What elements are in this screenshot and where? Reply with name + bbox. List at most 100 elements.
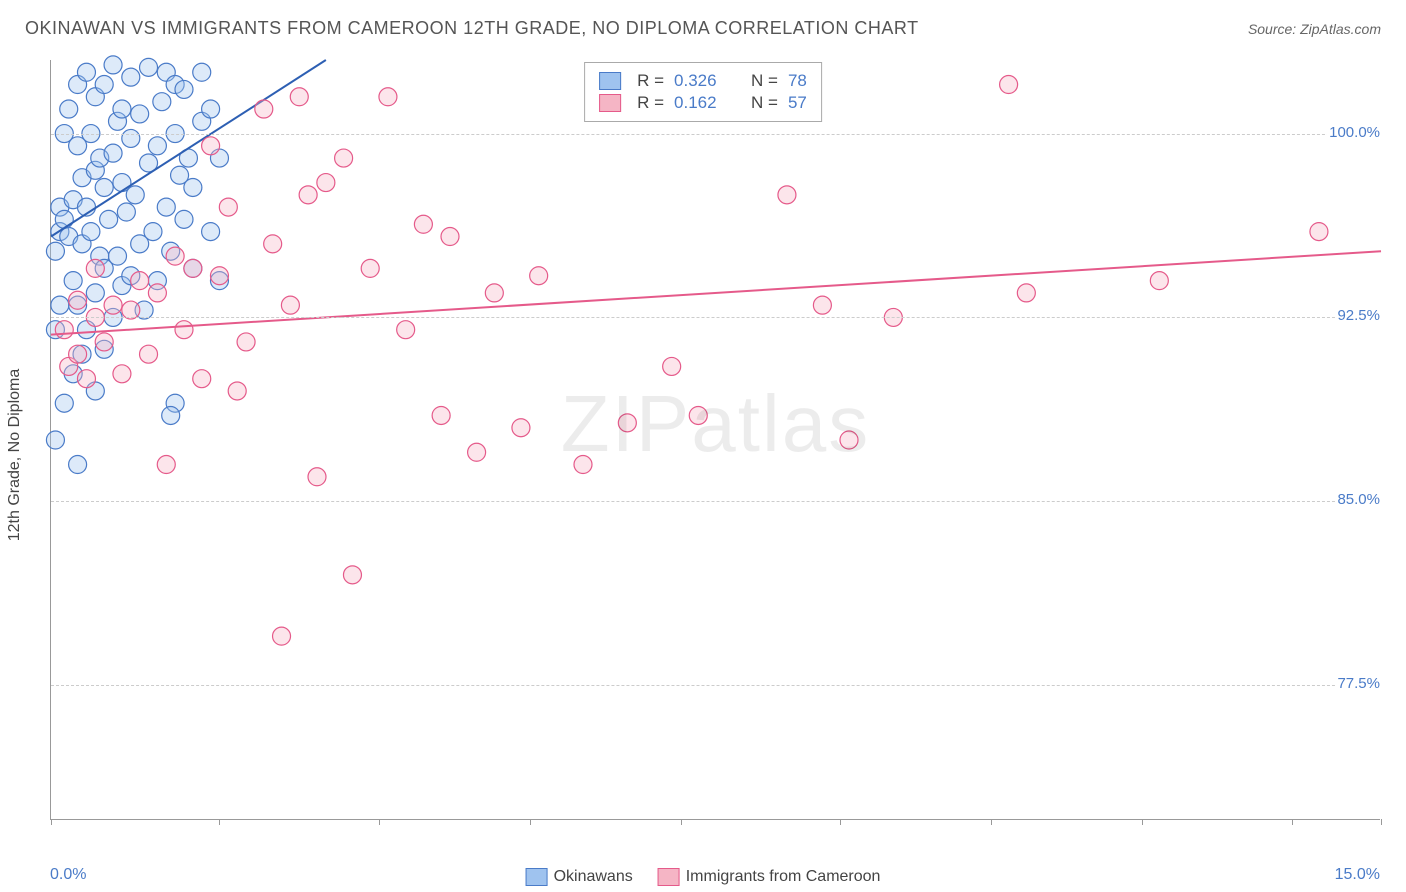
chart-plot-area: ZIPatlas 100.0%92.5%85.0%77.5%	[50, 60, 1380, 820]
series-legend: Okinawans Immigrants from Cameroon	[526, 868, 881, 886]
data-point	[193, 370, 211, 388]
x-tick-mark	[219, 819, 220, 825]
data-point	[109, 247, 127, 265]
r-value: 0.326	[674, 71, 729, 91]
data-point	[51, 296, 69, 314]
correlation-legend: R = 0.326 N = 78R = 0.162 N = 57	[584, 62, 822, 122]
data-point	[162, 406, 180, 424]
x-axis-max-label: 15.0%	[1335, 866, 1380, 884]
trend-line	[51, 251, 1381, 334]
legend-swatch	[599, 72, 621, 90]
r-label: R =	[637, 93, 664, 113]
data-point	[95, 178, 113, 196]
data-point	[1017, 284, 1035, 302]
data-point	[193, 63, 211, 81]
data-point	[175, 321, 193, 339]
n-value: 78	[788, 71, 807, 91]
x-tick-mark	[1292, 819, 1293, 825]
x-tick-mark	[530, 819, 531, 825]
data-point	[140, 345, 158, 363]
data-point	[104, 56, 122, 74]
data-point	[126, 186, 144, 204]
data-point	[778, 186, 796, 204]
data-point	[122, 129, 140, 147]
plot-box: ZIPatlas 100.0%92.5%85.0%77.5%	[50, 60, 1380, 820]
n-value: 57	[788, 93, 807, 113]
data-point	[530, 267, 548, 285]
data-point	[77, 63, 95, 81]
data-point	[55, 210, 73, 228]
x-tick-mark	[51, 819, 52, 825]
data-point	[131, 272, 149, 290]
legend-row: R = 0.326N = 78	[599, 71, 807, 91]
data-point	[175, 80, 193, 98]
data-point	[379, 88, 397, 106]
r-value: 0.162	[674, 93, 729, 113]
legend-item: Okinawans	[526, 868, 633, 886]
data-point	[86, 259, 104, 277]
legend-label: Immigrants from Cameroon	[686, 868, 881, 885]
data-point	[618, 414, 636, 432]
scatter-svg	[51, 60, 1380, 819]
chart-title: OKINAWAN VS IMMIGRANTS FROM CAMEROON 12T…	[25, 18, 919, 39]
data-point	[113, 100, 131, 118]
data-point	[60, 100, 78, 118]
data-point	[86, 284, 104, 302]
data-point	[64, 272, 82, 290]
data-point	[202, 100, 220, 118]
y-tick-label: 77.5%	[1335, 675, 1382, 692]
gridline	[51, 501, 1380, 502]
x-tick-mark	[681, 819, 682, 825]
data-point	[281, 296, 299, 314]
data-point	[148, 137, 166, 155]
data-point	[361, 259, 379, 277]
data-point	[82, 223, 100, 241]
data-point	[100, 210, 118, 228]
data-point	[237, 333, 255, 351]
y-tick-label: 85.0%	[1335, 491, 1382, 508]
x-tick-mark	[1142, 819, 1143, 825]
data-point	[210, 267, 228, 285]
source-label: Source:	[1248, 21, 1300, 37]
x-axis-min-label: 0.0%	[50, 866, 86, 884]
x-tick-mark	[840, 819, 841, 825]
data-point	[104, 144, 122, 162]
data-point	[166, 247, 184, 265]
data-point	[813, 296, 831, 314]
data-point	[1150, 272, 1168, 290]
x-tick-mark	[379, 819, 380, 825]
data-point	[157, 198, 175, 216]
legend-swatch	[658, 868, 680, 886]
n-label: N =	[751, 71, 778, 91]
data-point	[663, 357, 681, 375]
data-point	[95, 333, 113, 351]
data-point	[468, 443, 486, 461]
y-tick-label: 92.5%	[1335, 307, 1382, 324]
data-point	[317, 174, 335, 192]
y-axis-label: 12th Grade, No Diploma	[6, 369, 24, 542]
data-point	[1310, 223, 1328, 241]
data-point	[113, 365, 131, 383]
data-point	[273, 627, 291, 645]
data-point	[131, 105, 149, 123]
chart-header: OKINAWAN VS IMMIGRANTS FROM CAMEROON 12T…	[0, 0, 1406, 49]
data-point	[46, 242, 64, 260]
data-point	[414, 215, 432, 233]
data-point	[343, 566, 361, 584]
gridline	[51, 685, 1380, 686]
data-point	[308, 468, 326, 486]
data-point	[184, 178, 202, 196]
data-point	[299, 186, 317, 204]
data-point	[117, 203, 135, 221]
data-point	[140, 58, 158, 76]
n-label: N =	[751, 93, 778, 113]
x-tick-mark	[991, 819, 992, 825]
data-point	[689, 406, 707, 424]
data-point	[122, 301, 140, 319]
data-point	[202, 137, 220, 155]
data-point	[1000, 76, 1018, 94]
data-point	[184, 259, 202, 277]
data-point	[202, 223, 220, 241]
data-point	[219, 198, 237, 216]
legend-row: R = 0.162 N = 57	[599, 93, 807, 113]
